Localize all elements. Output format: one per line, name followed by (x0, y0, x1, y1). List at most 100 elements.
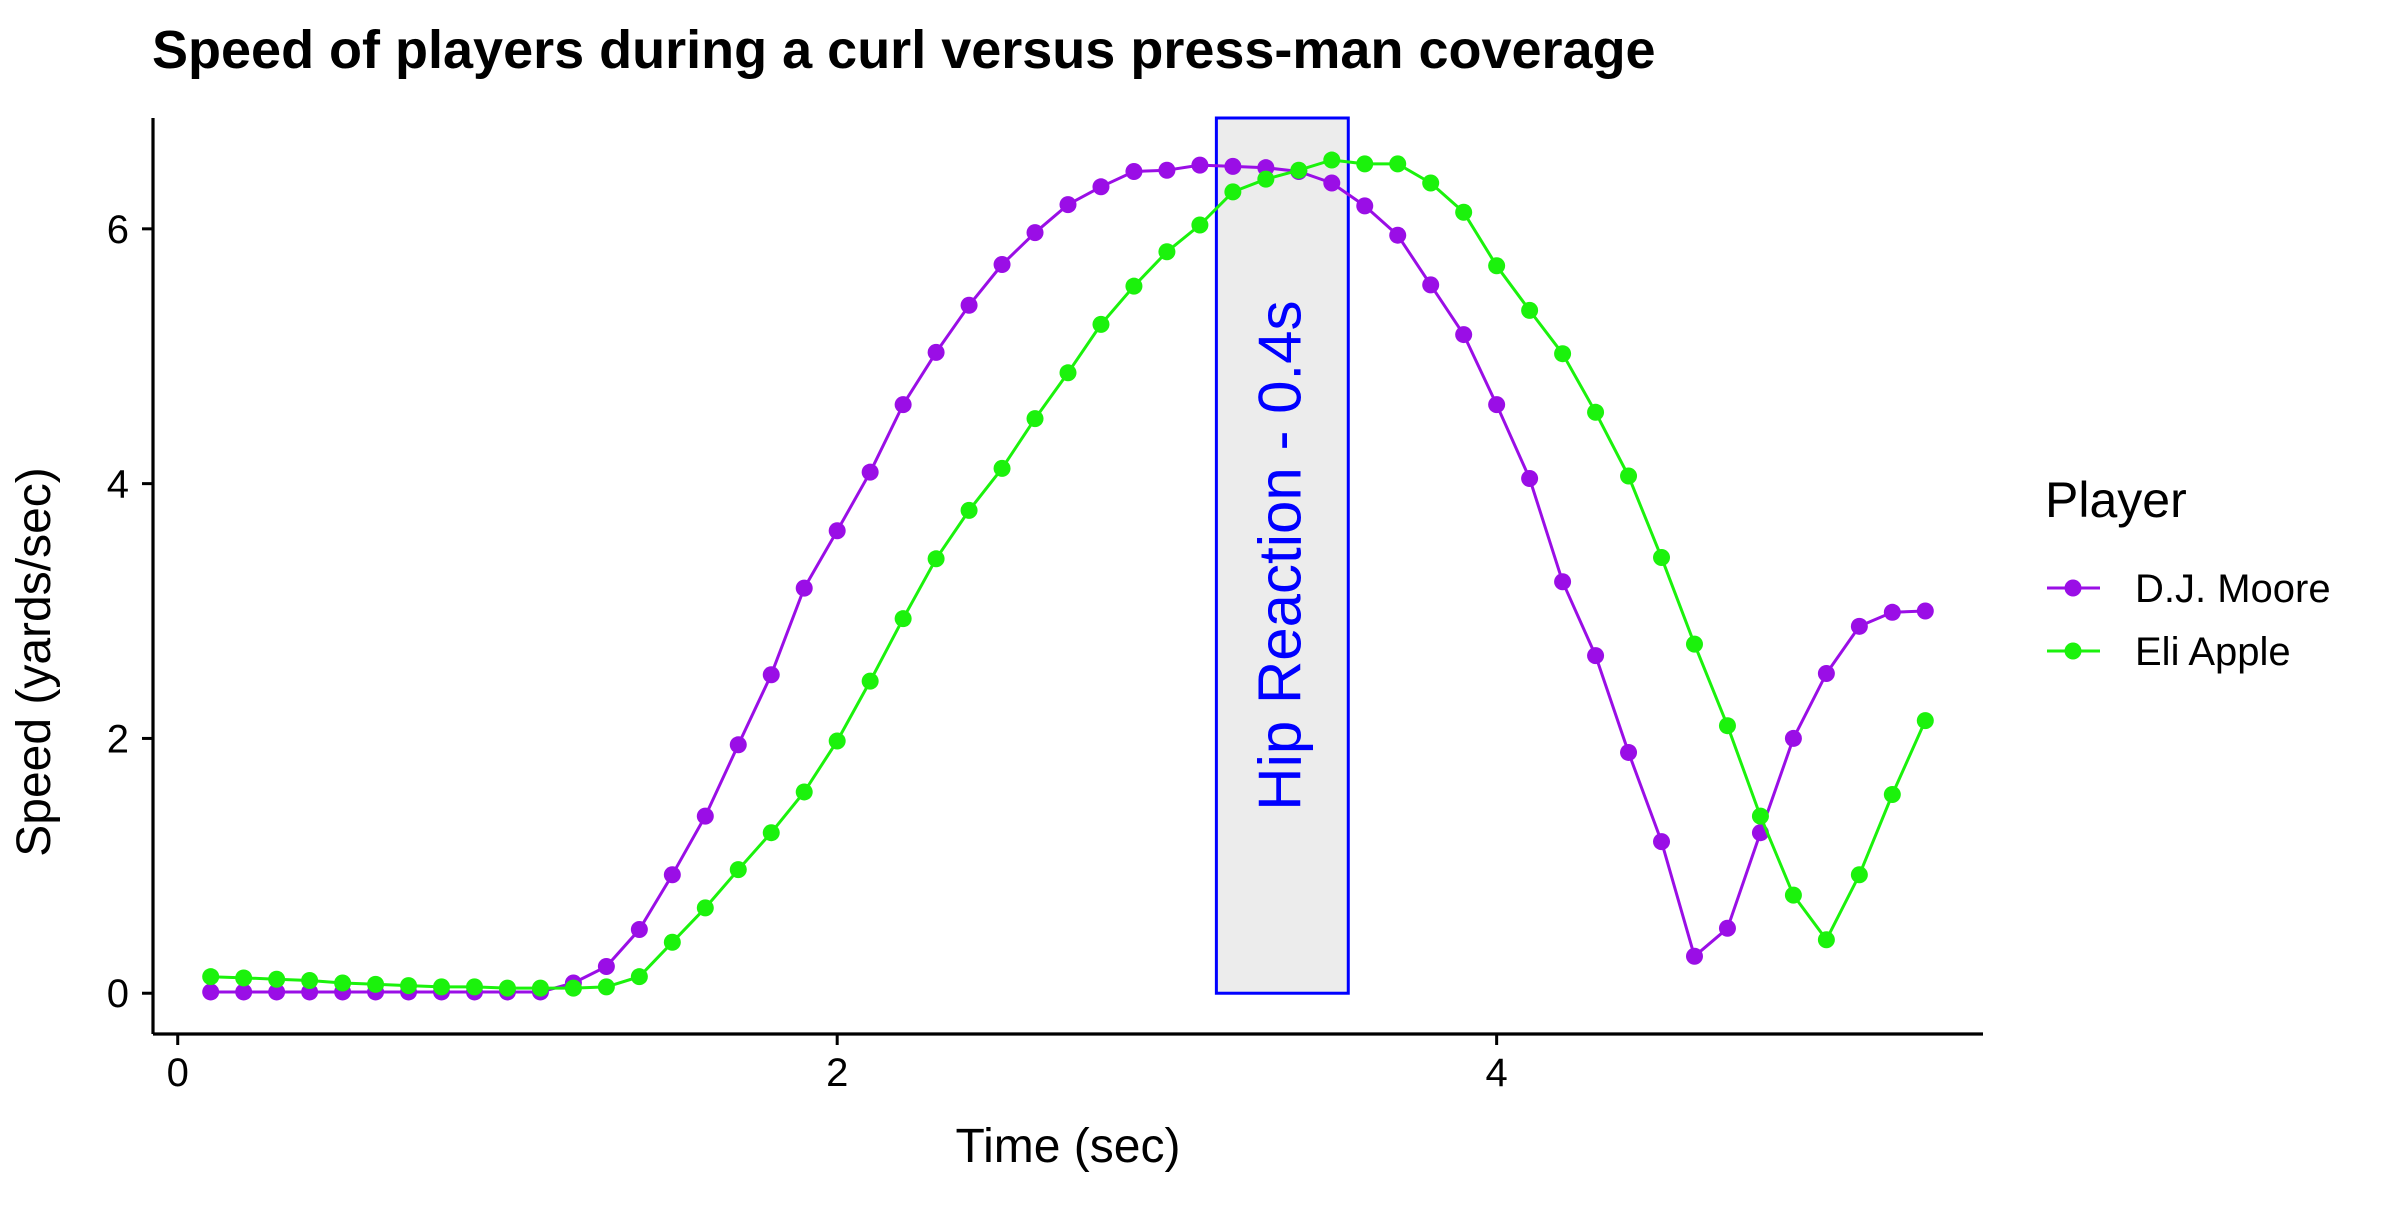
data-point-eli-apple (1455, 203, 1473, 221)
data-point-eli-apple (1356, 155, 1374, 173)
data-point-d-j-moore (762, 666, 780, 684)
data-point-d-j-moore (1158, 161, 1176, 179)
y-tick-label: 2 (107, 717, 129, 761)
data-point-eli-apple (202, 968, 220, 986)
data-point-eli-apple (400, 977, 418, 995)
data-point-eli-apple (960, 501, 978, 519)
data-point-d-j-moore (696, 807, 714, 825)
data-point-d-j-moore (1784, 729, 1802, 747)
y-axis-label: Speed (yards/sec) (8, 467, 61, 857)
data-point-eli-apple (564, 979, 582, 997)
data-point-d-j-moore (1685, 947, 1703, 965)
legend-key-point-d-j-moore (2064, 579, 2082, 597)
legend-title: Player (2045, 472, 2187, 528)
data-point-d-j-moore (1125, 163, 1143, 181)
y-tick-label: 6 (107, 208, 129, 252)
y-tick-label: 0 (107, 972, 129, 1016)
data-point-d-j-moore (729, 736, 747, 754)
legend-key-point-eli-apple (2064, 642, 2082, 660)
data-point-eli-apple (597, 978, 615, 996)
data-point-eli-apple (1290, 161, 1308, 179)
data-point-d-j-moore (1883, 603, 1901, 621)
data-point-d-j-moore (630, 921, 648, 939)
data-point-d-j-moore (1850, 617, 1868, 635)
series-layer (202, 151, 1934, 1001)
data-point-eli-apple (795, 783, 813, 801)
data-point-d-j-moore (861, 463, 879, 481)
data-point-eli-apple (531, 979, 549, 997)
hip-reaction-band (1214, 116, 1350, 995)
x-axis-label: Time (sec) (956, 1120, 1181, 1173)
data-point-eli-apple (235, 969, 253, 987)
data-point-d-j-moore (795, 579, 813, 597)
data-point-eli-apple (993, 459, 1011, 477)
data-point-eli-apple (1587, 403, 1605, 421)
data-point-eli-apple (1685, 635, 1703, 653)
data-point-d-j-moore (1653, 833, 1671, 851)
data-point-eli-apple (465, 978, 483, 996)
x-tick-label: 0 (167, 1051, 189, 1095)
hip-reaction-label: Hip Reaction - 0.4s (1246, 300, 1313, 810)
data-point-eli-apple (1092, 315, 1110, 333)
data-point-d-j-moore (1422, 276, 1440, 294)
data-point-eli-apple (1883, 785, 1901, 803)
data-point-eli-apple (1389, 155, 1407, 173)
data-point-d-j-moore (597, 957, 615, 975)
data-point-eli-apple (696, 899, 714, 917)
data-point-eli-apple (1323, 151, 1341, 169)
data-point-d-j-moore (927, 343, 945, 361)
data-point-d-j-moore (1620, 743, 1638, 761)
data-point-d-j-moore (1817, 664, 1835, 682)
data-point-d-j-moore (1554, 573, 1572, 591)
data-point-eli-apple (1718, 717, 1736, 735)
data-point-eli-apple (268, 970, 286, 988)
data-point-eli-apple (1521, 301, 1539, 319)
data-point-d-j-moore (1389, 226, 1407, 244)
axes-layer: 0 2 4 0 2 4 6 (107, 118, 1983, 1095)
data-point-d-j-moore (960, 296, 978, 314)
data-point-eli-apple (1488, 257, 1506, 275)
chart-title: Speed of players during a curl versus pr… (152, 20, 1656, 80)
data-point-d-j-moore (1718, 919, 1736, 937)
data-point-d-j-moore (1488, 396, 1506, 414)
data-point-d-j-moore (235, 983, 253, 1001)
data-point-eli-apple (1916, 712, 1934, 730)
data-point-eli-apple (1257, 170, 1275, 188)
data-point-eli-apple (630, 968, 648, 986)
data-point-eli-apple (334, 974, 352, 992)
data-point-d-j-moore (202, 983, 220, 1001)
data-point-d-j-moore (1455, 326, 1473, 344)
data-point-eli-apple (1422, 174, 1440, 192)
data-point-eli-apple (828, 732, 846, 750)
data-point-d-j-moore (1916, 602, 1934, 620)
data-point-eli-apple (498, 979, 516, 997)
data-point-eli-apple (927, 550, 945, 568)
x-tick-label: 4 (1486, 1051, 1508, 1095)
data-point-d-j-moore (1191, 156, 1209, 174)
data-point-d-j-moore (1224, 157, 1242, 175)
data-point-d-j-moore (993, 256, 1011, 274)
data-point-eli-apple (1026, 410, 1044, 428)
data-point-eli-apple (1224, 183, 1242, 201)
data-point-d-j-moore (1026, 224, 1044, 242)
data-point-d-j-moore (1323, 174, 1341, 192)
data-point-eli-apple (1850, 866, 1868, 884)
data-point-eli-apple (1059, 364, 1077, 382)
data-point-d-j-moore (1356, 197, 1374, 215)
data-point-eli-apple (1191, 216, 1209, 234)
data-point-eli-apple (729, 861, 747, 879)
legend-label-d-j-moore: D.J. Moore (2135, 567, 2331, 611)
data-point-d-j-moore (1587, 647, 1605, 665)
y-tick-label: 4 (107, 463, 129, 507)
data-point-eli-apple (1784, 886, 1802, 904)
data-point-eli-apple (1653, 549, 1671, 567)
data-point-d-j-moore (1059, 196, 1077, 214)
data-point-d-j-moore (1092, 178, 1110, 196)
data-point-d-j-moore (1521, 470, 1539, 488)
data-point-eli-apple (861, 672, 879, 690)
data-point-d-j-moore (894, 396, 912, 414)
annotation-layer: Hip Reaction - 0.4s (1214, 116, 1350, 995)
data-point-eli-apple (1125, 277, 1143, 295)
